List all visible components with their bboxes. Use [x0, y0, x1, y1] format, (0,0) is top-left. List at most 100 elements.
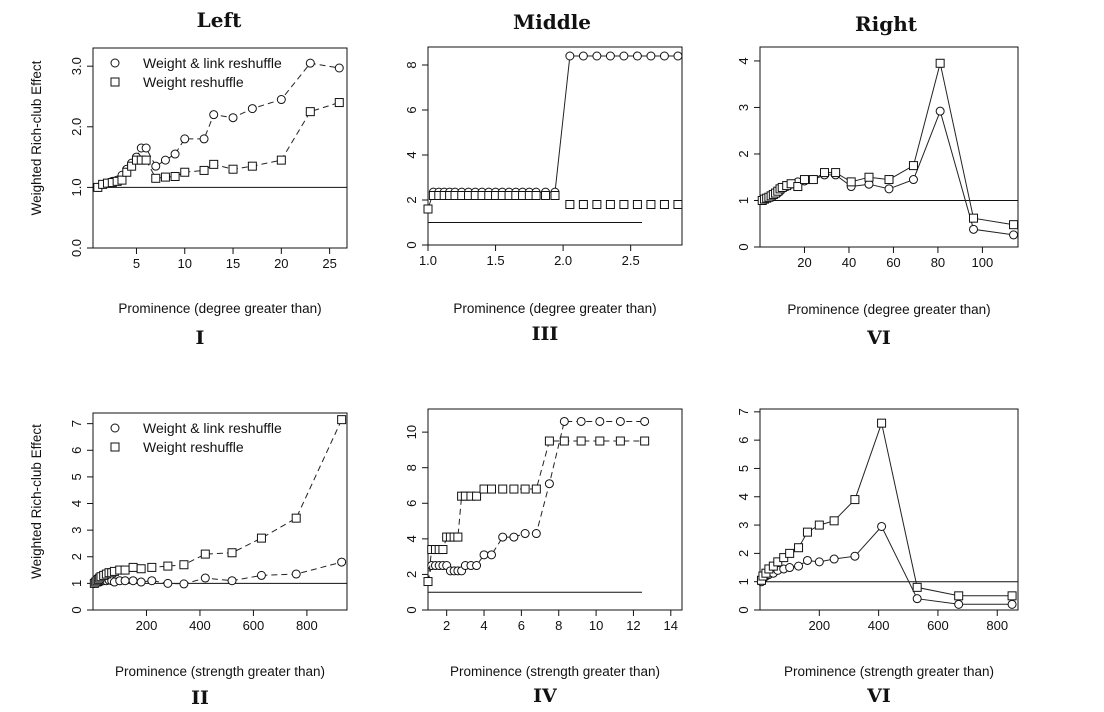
data-point-circle	[814, 557, 824, 567]
data-point-circle	[908, 175, 918, 185]
plot-frame	[759, 46, 1019, 248]
y-tick-label: 3	[736, 104, 751, 111]
data-point-circle	[565, 51, 575, 61]
data-point-square	[531, 484, 541, 494]
data-point-square	[531, 191, 541, 200]
y-tick-label: 8	[404, 464, 419, 471]
data-point-circle	[544, 479, 554, 489]
legend-entry: Weight reshuffle	[143, 74, 244, 90]
x-tick-label: 600	[927, 618, 949, 633]
data-point-square	[908, 161, 918, 171]
x-tick-label: 200	[808, 618, 830, 633]
data-point-circle	[802, 555, 812, 565]
data-point-circle	[935, 106, 945, 116]
x-tick-label: 14	[664, 618, 678, 633]
y-tick-label: 0	[69, 606, 84, 613]
x-tick-label: 2	[443, 618, 450, 633]
y-tick-label: 6	[404, 500, 419, 507]
x-axis-label: Prominence (strength greater than)	[115, 664, 325, 679]
y-tick-label: 0	[736, 243, 751, 250]
panel-IV: 2 4 6 8 10 12 14 0 2 4 6 8 10 Prominence (strength gr…	[404, 408, 683, 707]
x-tick-label: 400	[868, 618, 890, 633]
y-tick-label: 8	[404, 61, 419, 68]
data-point-square	[1007, 591, 1017, 601]
data-point-circle	[829, 554, 839, 564]
series-line-circle	[97, 62, 340, 188]
y-tick-label: 0	[404, 606, 419, 613]
y-tick-label: 5	[69, 473, 84, 480]
data-point-square	[559, 436, 569, 446]
x-axis-label: Prominence (degree greater than)	[118, 301, 321, 316]
data-point-circle	[487, 550, 496, 560]
y-tick-label: 2	[404, 571, 419, 578]
x-tick-label: 25	[322, 256, 336, 271]
data-point-square	[1009, 220, 1019, 230]
y-tick-label: 6	[404, 106, 419, 113]
data-point-circle	[247, 104, 257, 114]
data-point-square	[578, 200, 588, 209]
data-point-circle	[884, 184, 894, 194]
data-point-circle	[619, 51, 629, 61]
data-point-circle	[141, 143, 151, 153]
data-point-square	[592, 200, 602, 209]
data-point-square	[453, 532, 463, 542]
y-tick-label: 2	[736, 150, 751, 157]
data-point-circle	[559, 416, 569, 426]
data-point-square	[846, 177, 856, 187]
data-point-square	[117, 175, 127, 185]
panel-label: VI	[866, 327, 891, 349]
data-point-circle	[632, 51, 642, 61]
panel-label: I	[196, 327, 205, 349]
plot-frame	[427, 408, 683, 611]
y-tick-label: 1	[736, 197, 751, 204]
y-tick-label: 2	[69, 553, 84, 560]
data-point-circle	[509, 532, 519, 542]
data-point-square	[640, 436, 650, 446]
data-point-circle	[595, 416, 605, 426]
data-point-circle	[912, 594, 922, 604]
x-tick-label: 6	[518, 618, 525, 633]
plot-frame	[427, 46, 683, 246]
data-point-circle	[228, 113, 238, 123]
data-point-square	[472, 491, 482, 501]
series-line-circle	[427, 421, 645, 582]
data-point-square	[199, 165, 209, 175]
x-axis-label: Prominence (strength greater than)	[784, 664, 994, 679]
y-tick-label: 4	[736, 493, 751, 500]
legend-entry: Weight & link reshuffle	[143, 55, 282, 71]
x-tick-label: 20	[274, 256, 288, 271]
data-point-circle	[531, 529, 541, 539]
data-point-circle	[1009, 230, 1019, 240]
y-tick-label: 1	[736, 578, 751, 585]
x-tick-label: 8	[555, 618, 562, 633]
y-tick-label: 6	[736, 437, 751, 444]
panel-VI-a: 20 40 60 80 100 0 1 2 3 4 Prominence (degree great…	[736, 46, 1019, 349]
panel-I: 5 10 15 20 25 0.0 1.0 2.0 3.0 Weight & link reshu…	[29, 47, 348, 349]
data-point-square	[829, 516, 839, 526]
data-point-square	[423, 577, 433, 587]
x-axis-label: Prominence (degree greater than)	[453, 301, 656, 316]
data-point-circle	[120, 576, 130, 586]
data-point-square	[794, 543, 804, 553]
y-axis-label: Weighted Rich-club Effect	[29, 60, 44, 215]
y-tick-label: 2	[736, 550, 751, 557]
data-point-circle	[794, 561, 804, 571]
data-point-circle	[785, 563, 795, 573]
legend-circle-icon	[110, 58, 120, 68]
data-point-circle	[954, 599, 964, 609]
data-point-square	[163, 561, 173, 571]
legend-square-icon	[110, 442, 120, 452]
series-line-square	[427, 440, 645, 582]
data-point-square	[136, 564, 146, 574]
data-point-circle	[163, 578, 173, 588]
x-tick-label: 2.5	[622, 253, 640, 268]
panel-III: 1.0 1.5 2.0 2.5 0 2 4 6 8 Prominence (degree grea…	[404, 46, 683, 345]
data-point-square	[127, 161, 137, 171]
data-point-square	[180, 167, 190, 177]
data-point-circle	[136, 577, 146, 587]
y-tick-label: 3	[69, 527, 84, 534]
data-point-square	[291, 513, 301, 523]
x-tick-label: 100	[972, 255, 994, 270]
data-point-square	[247, 161, 257, 171]
x-tick-label: 40	[842, 255, 856, 270]
